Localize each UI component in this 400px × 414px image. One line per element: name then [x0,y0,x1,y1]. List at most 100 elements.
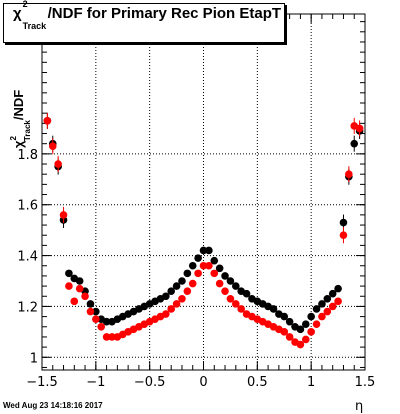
point-black [199,246,208,255]
point-red [285,333,294,341]
point-black [307,312,315,321]
y-label-symbol: χ [11,140,26,148]
point-red [301,335,310,344]
y-axis-label-text: χ2 Track/NDF [9,90,32,148]
point-black [242,289,251,298]
point-black [269,305,278,313]
y-tick-label: 1.6 [17,199,38,214]
point-black [210,256,219,265]
point-black [172,282,181,290]
title-box: χ 2 Track/NDF for Primary Rec Pion EtapT [3,0,285,43]
y-label-sup: 2 [9,136,18,141]
point-black [194,254,202,262]
point-red [345,170,353,178]
point-black [328,289,337,298]
y-tick-label: 1 [30,351,38,366]
timestamp: Wed Aug 23 14:18:16 2017 [3,401,103,410]
y-tick-label: 1.8 [17,148,38,163]
point-red [215,279,224,288]
point-red [183,287,192,295]
point-red [167,305,175,313]
x-tick-label: 0.5 [247,375,268,390]
point-red [43,117,52,125]
point-black [301,320,310,329]
point-black [188,261,197,270]
x-tick-label: −1 [86,375,105,390]
point-red [232,300,240,308]
point-red [339,231,348,240]
point-red [296,340,305,349]
point-red [237,305,245,313]
point-black [92,307,100,316]
point-black [334,284,342,293]
point-red [205,261,213,270]
y-tick-label: 1.2 [17,300,38,315]
point-black [280,312,289,321]
point-red [226,295,235,303]
point-black [178,277,186,285]
x-tick-label: −1.5 [26,375,58,390]
data-points [43,112,364,349]
point-red [178,295,186,303]
point-black [312,305,321,313]
x-tick-label: 1.5 [355,375,376,390]
point-red [318,312,326,321]
point-black [86,300,95,308]
point-black [221,272,229,280]
point-red [81,292,89,301]
point-red [210,269,219,278]
point-black [296,325,305,334]
axes: −1.5 −1 −0.5 0 0.5 1 1.5 1 1.2 1.4 1.6 1.8 [17,14,375,390]
point-red [172,300,181,308]
point-red [199,261,208,270]
x-tick-label: −0.5 [134,375,166,390]
point-red [102,333,111,341]
chart-title: χ 2 Track/NDF for Primary Rec Pion EtapT [13,0,282,31]
point-black [65,269,73,278]
point-red [221,287,229,295]
point-black [350,139,359,148]
point-red [355,124,364,133]
point-black [232,282,240,290]
point-black [183,269,192,278]
y-label-sub: Track [23,120,32,141]
x-axis-label: η [355,399,363,414]
point-red [323,307,332,316]
grid [42,14,365,370]
point-black [318,300,326,308]
point-black [323,295,332,303]
point-red [307,328,315,336]
point-red [108,333,116,341]
point-red [97,322,106,331]
point-red [54,160,62,168]
y-label-suffix: /NDF [11,90,26,120]
point-red [65,282,73,290]
point-red [328,302,337,311]
point-red [59,211,68,219]
point-black [215,264,224,273]
x-tick-label: 1 [307,375,315,390]
point-red [86,307,95,316]
point-red [312,320,321,329]
point-red [188,279,197,288]
point-red [75,284,84,293]
point-black [162,292,170,301]
point-black [285,317,294,326]
point-black [102,317,111,326]
point-red [194,269,202,278]
y-axis-label: χ2 Track/NDF [9,90,32,148]
point-black [167,287,175,295]
point-black [226,277,235,285]
point-red [162,310,170,318]
point-red [48,142,57,151]
point-black [75,277,84,285]
point-red [280,328,289,336]
point-black [205,246,213,255]
point-black [339,218,348,227]
point-red [92,315,100,323]
point-red [334,297,342,306]
x-tick-label: 0 [199,375,207,390]
point-red [70,297,79,306]
y-tick-label: 1.4 [17,250,38,265]
